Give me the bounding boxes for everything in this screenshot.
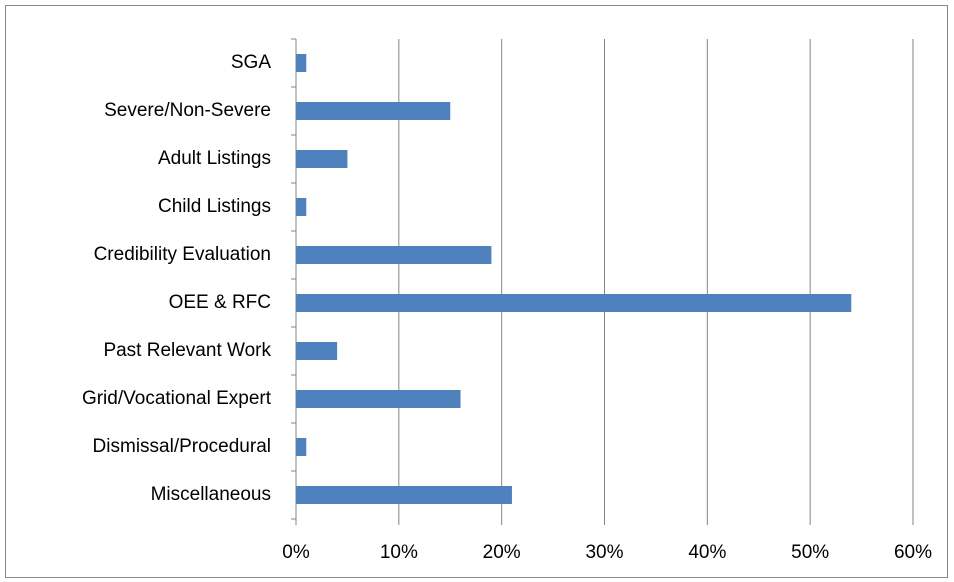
y-tick-label: Adult Listings [158,148,271,169]
x-tick-label: 50% [791,542,829,563]
y-tick-label: Grid/Vocational Expert [82,388,272,409]
bar [296,486,512,504]
bar [296,342,338,360]
x-tick-label: 10% [380,542,418,563]
bar [296,294,852,312]
y-tick-label: Severe/Non-Severe [104,100,271,121]
x-tick-label: 40% [688,542,726,563]
bar [296,198,307,216]
y-tick-label: Credibility Evaluation [94,244,271,265]
y-tick-label: Past Relevant Work [103,340,271,361]
x-tick-label: 60% [894,542,932,563]
x-tick-label: 30% [585,542,623,563]
y-tick-label: Dismissal/Procedural [93,436,271,457]
bar [296,102,451,120]
y-tick-label: Child Listings [158,196,271,217]
x-tick-label: 20% [483,542,521,563]
y-tick-label: Miscellaneous [151,484,271,505]
x-tick-label: 0% [282,542,310,563]
bar [296,390,461,408]
bar [296,54,307,72]
bar [296,150,348,168]
chart-border [5,5,948,578]
y-tick-label: SGA [231,52,271,73]
bar [296,246,492,264]
bar [296,438,307,456]
y-tick-label: OEE & RFC [169,292,271,313]
